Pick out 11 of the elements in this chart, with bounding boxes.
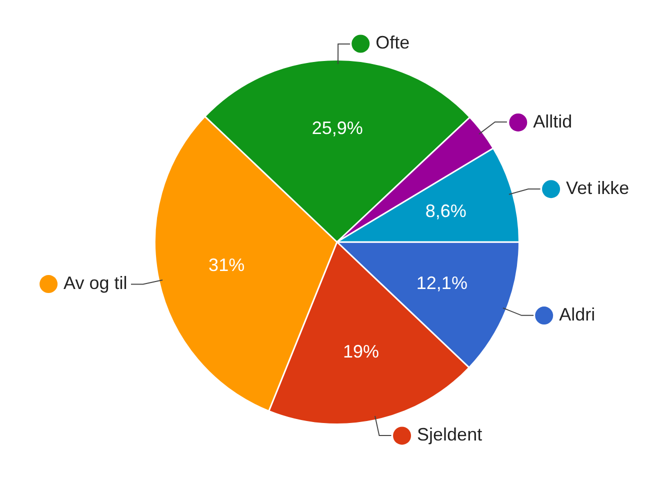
- data-label: 25,9%: [312, 118, 363, 138]
- legend-label: Sjeldent: [417, 424, 482, 445]
- legend-label: Ofte: [376, 32, 410, 53]
- legend-label: Av og til: [64, 273, 128, 293]
- data-label: 12,1%: [416, 272, 468, 293]
- legend-label: Vet ikke: [566, 178, 630, 198]
- data-label: 31%: [208, 254, 245, 275]
- data-label: 19%: [342, 341, 379, 362]
- legend-label: Alltid: [533, 111, 572, 132]
- legend-label: Aldri: [559, 304, 596, 325]
- data-label: 8,6%: [425, 200, 466, 221]
